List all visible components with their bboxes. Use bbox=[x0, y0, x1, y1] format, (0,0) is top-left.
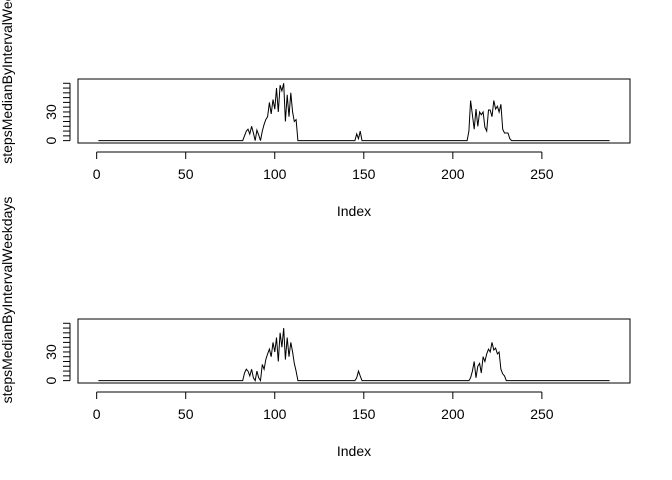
plot-frame bbox=[77, 318, 631, 384]
x-tick-label: 0 bbox=[93, 166, 101, 182]
x-tick-label: 200 bbox=[441, 406, 465, 422]
x-axis-label: Index bbox=[337, 443, 371, 459]
x-tick-label: 150 bbox=[352, 166, 376, 182]
y-tick-label: 30 bbox=[43, 104, 59, 120]
x-tick-label: 200 bbox=[441, 166, 465, 182]
top-plot: 0 50 100 150 200 250 0 30 Index stepsMedianByInte… bbox=[0, 0, 631, 219]
x-tick-label: 250 bbox=[530, 166, 554, 182]
x-tick-label: 50 bbox=[178, 406, 194, 422]
x-tick-label: 0 bbox=[93, 406, 101, 422]
y-tick-label: 30 bbox=[43, 344, 59, 360]
x-tick-label: 100 bbox=[263, 166, 287, 182]
x-tick-label: 150 bbox=[352, 406, 376, 422]
x-tick-label: 250 bbox=[530, 406, 554, 422]
plot-frame bbox=[77, 78, 631, 144]
x-tick-label: 100 bbox=[263, 406, 287, 422]
y-tick-label: 0 bbox=[43, 377, 59, 385]
x-axis-label: Index bbox=[337, 203, 371, 219]
series-line bbox=[98, 328, 610, 383]
series-line bbox=[98, 83, 610, 142]
bottom-plot: 0 50 100 150 200 250 0 30 Index stepsMedianByInte… bbox=[0, 197, 631, 459]
y-axis-label: stepsMedianByIntervalWeekdays bbox=[0, 197, 15, 404]
y-axis-label: stepsMedianByIntervalWeekends bbox=[0, 0, 15, 164]
y-tick-label: 0 bbox=[43, 137, 59, 145]
x-tick-label: 50 bbox=[178, 166, 194, 182]
